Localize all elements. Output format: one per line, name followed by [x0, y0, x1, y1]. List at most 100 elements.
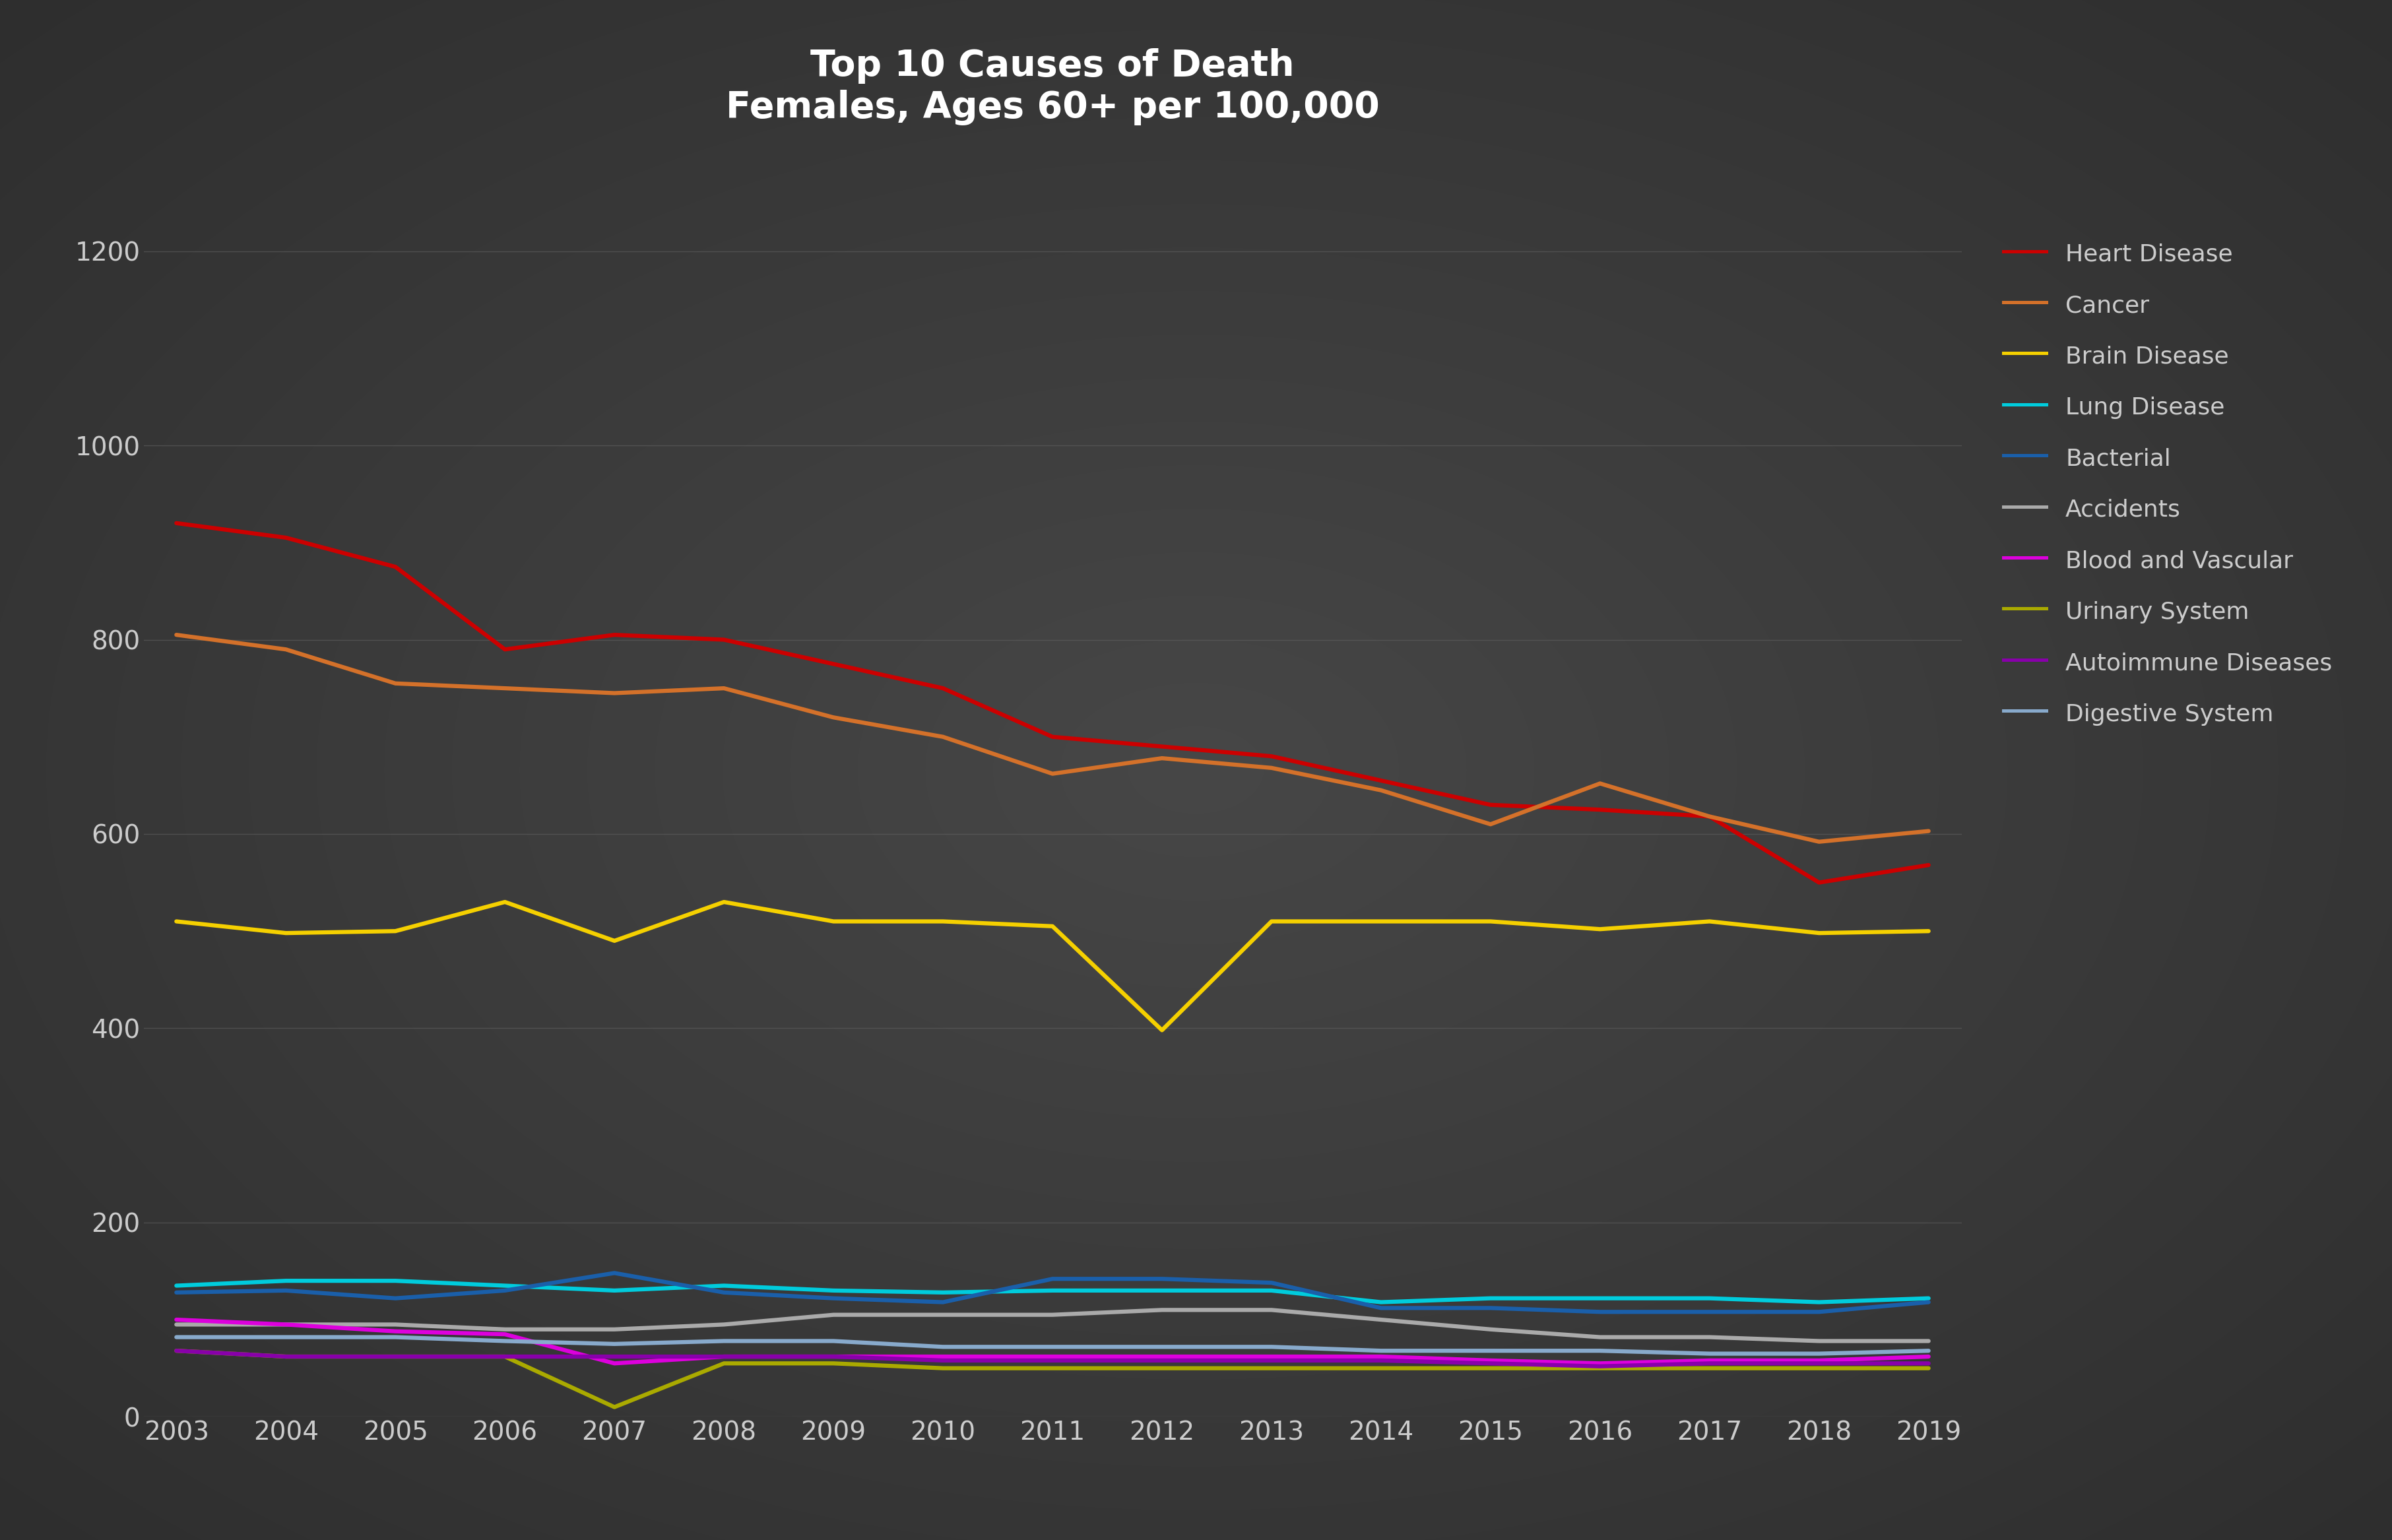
- Bacterial: [1038, 1269, 1067, 1287]
- Digestive System: [818, 1332, 847, 1351]
- Accidents: [163, 1315, 191, 1334]
- Digestive System: [1914, 1341, 1942, 1360]
- Digestive System: [380, 1327, 409, 1346]
- Urinary System: [1586, 1358, 1615, 1377]
- Heart Disease: [1586, 801, 1615, 819]
- Cancer: [1258, 759, 1287, 778]
- Blood and Vascular: [1366, 1348, 1395, 1366]
- Blood and Vascular: [1804, 1351, 1832, 1369]
- Autoimmune Diseases: [1038, 1351, 1067, 1369]
- Accidents: [1696, 1327, 1725, 1346]
- Digestive System: [1476, 1341, 1505, 1360]
- Brain Disease: [1038, 916, 1067, 935]
- Lung Disease: [1148, 1281, 1177, 1300]
- Cancer: [1696, 807, 1725, 825]
- Brain Disease: [273, 924, 301, 942]
- Bacterial: [380, 1289, 409, 1307]
- Brain Disease: [818, 912, 847, 930]
- Bacterial: [1148, 1269, 1177, 1287]
- Autoimmune Diseases: [1804, 1354, 1832, 1372]
- Digestive System: [1258, 1338, 1287, 1357]
- Autoimmune Diseases: [1476, 1354, 1505, 1372]
- Heart Disease: [1148, 738, 1177, 756]
- Line: Urinary System: Urinary System: [177, 1351, 1928, 1408]
- Heart Disease: [380, 557, 409, 576]
- Heart Disease: [1696, 807, 1725, 825]
- Accidents: [273, 1315, 301, 1334]
- Cancer: [710, 679, 739, 698]
- Heart Disease: [490, 641, 519, 659]
- Brain Disease: [163, 912, 191, 930]
- Bacterial: [818, 1289, 847, 1307]
- Bacterial: [1804, 1303, 1832, 1321]
- Urinary System: [600, 1398, 629, 1417]
- Lung Disease: [273, 1272, 301, 1291]
- Accidents: [600, 1320, 629, 1338]
- Accidents: [818, 1306, 847, 1324]
- Autoimmune Diseases: [818, 1348, 847, 1366]
- Urinary System: [1476, 1358, 1505, 1377]
- Brain Disease: [1258, 912, 1287, 930]
- Blood and Vascular: [273, 1315, 301, 1334]
- Autoimmune Diseases: [1914, 1354, 1942, 1372]
- Lung Disease: [928, 1283, 957, 1301]
- Accidents: [1258, 1301, 1287, 1320]
- Urinary System: [1148, 1358, 1177, 1377]
- Brain Disease: [1804, 924, 1832, 942]
- Blood and Vascular: [380, 1321, 409, 1340]
- Accidents: [1586, 1327, 1615, 1346]
- Bacterial: [1258, 1274, 1287, 1292]
- Cancer: [1476, 815, 1505, 833]
- Brain Disease: [1148, 1021, 1177, 1040]
- Autoimmune Diseases: [710, 1348, 739, 1366]
- Accidents: [380, 1315, 409, 1334]
- Lung Disease: [1914, 1289, 1942, 1307]
- Blood and Vascular: [1696, 1351, 1725, 1369]
- Blood and Vascular: [1148, 1348, 1177, 1366]
- Digestive System: [710, 1332, 739, 1351]
- Brain Disease: [928, 912, 957, 930]
- Urinary System: [490, 1348, 519, 1366]
- Cancer: [818, 708, 847, 727]
- Autoimmune Diseases: [928, 1351, 957, 1369]
- Urinary System: [1366, 1358, 1395, 1377]
- Digestive System: [600, 1335, 629, 1354]
- Bacterial: [928, 1294, 957, 1312]
- Autoimmune Diseases: [1258, 1351, 1287, 1369]
- Cancer: [1586, 775, 1615, 793]
- Urinary System: [710, 1354, 739, 1372]
- Lung Disease: [380, 1272, 409, 1291]
- Cancer: [1366, 781, 1395, 799]
- Bacterial: [1914, 1294, 1942, 1312]
- Accidents: [928, 1306, 957, 1324]
- Accidents: [1804, 1332, 1832, 1351]
- Line: Digestive System: Digestive System: [177, 1337, 1928, 1354]
- Digestive System: [1148, 1338, 1177, 1357]
- Autoimmune Diseases: [1696, 1354, 1725, 1372]
- Blood and Vascular: [928, 1348, 957, 1366]
- Blood and Vascular: [600, 1354, 629, 1372]
- Blood and Vascular: [490, 1324, 519, 1343]
- Blood and Vascular: [1038, 1348, 1067, 1366]
- Blood and Vascular: [818, 1348, 847, 1366]
- Legend: Heart Disease, Cancer, Brain Disease, Lung Disease, Bacterial, Accidents, Blood : Heart Disease, Cancer, Brain Disease, Lu…: [1993, 229, 2344, 738]
- Bacterial: [490, 1281, 519, 1300]
- Heart Disease: [163, 514, 191, 533]
- Autoimmune Diseases: [163, 1341, 191, 1360]
- Lung Disease: [163, 1277, 191, 1295]
- Lung Disease: [818, 1281, 847, 1300]
- Heart Disease: [600, 625, 629, 644]
- Urinary System: [163, 1341, 191, 1360]
- Bacterial: [163, 1283, 191, 1301]
- Accidents: [1366, 1311, 1395, 1329]
- Brain Disease: [1366, 912, 1395, 930]
- Cancer: [928, 727, 957, 745]
- Brain Disease: [380, 922, 409, 941]
- Heart Disease: [273, 528, 301, 547]
- Title: Top 10 Causes of Death
Females, Ages 60+ per 100,000: Top 10 Causes of Death Females, Ages 60+…: [725, 48, 1380, 125]
- Urinary System: [380, 1348, 409, 1366]
- Accidents: [710, 1315, 739, 1334]
- Digestive System: [1696, 1344, 1725, 1363]
- Lung Disease: [490, 1277, 519, 1295]
- Lung Disease: [710, 1277, 739, 1295]
